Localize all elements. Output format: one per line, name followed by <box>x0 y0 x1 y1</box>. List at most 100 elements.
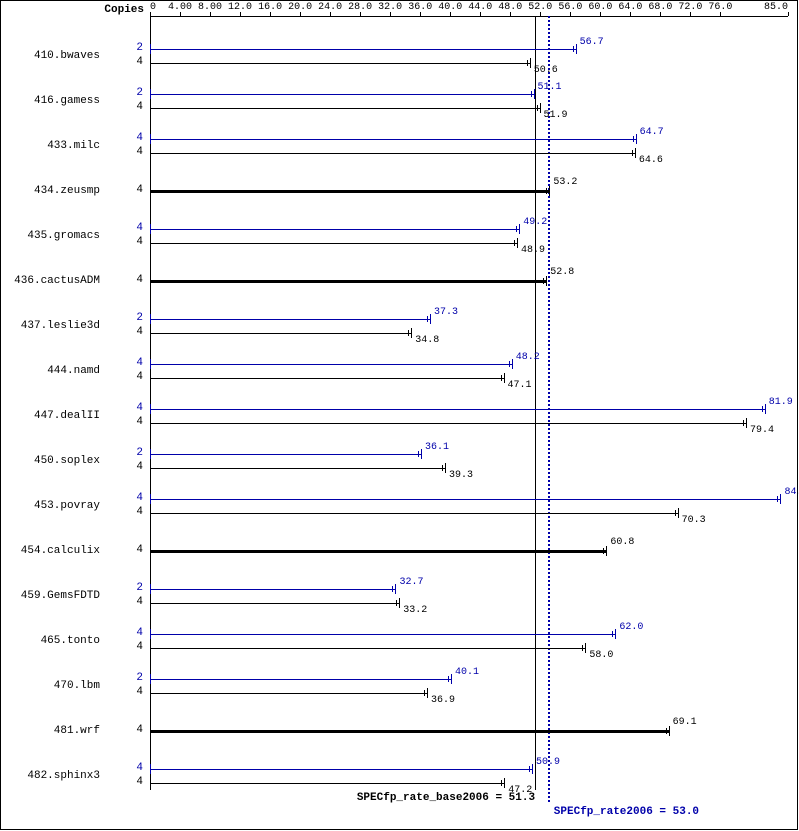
bar-base-end-tick <box>442 465 443 471</box>
bar-base-end-tick <box>514 240 515 246</box>
x-tick-label: 8.00 <box>194 2 226 13</box>
value-label-peak: 32.7 <box>399 577 423 588</box>
value-label-peak: 64.7 <box>640 127 664 138</box>
copies-value-base: 4 <box>105 506 143 518</box>
bar-base-start-cap <box>150 373 151 383</box>
copies-value-peak: 2 <box>105 87 143 99</box>
bar-peak-end-cap <box>615 629 616 639</box>
value-label-peak: 36.1 <box>425 442 449 453</box>
value-label-base: 70.3 <box>682 515 706 526</box>
value-label-peak: 56.7 <box>580 37 604 48</box>
bar-base <box>150 468 445 469</box>
x-tick-label: 85.0 <box>756 2 788 13</box>
bar-peak-end-tick <box>516 226 517 232</box>
benchmark-label: 433.milc <box>0 140 100 152</box>
bar-peak-end-cap <box>421 449 422 459</box>
x-tick-label: 4.00 <box>164 2 196 13</box>
x-axis-line <box>150 16 788 17</box>
value-label-base: 48.9 <box>521 245 545 256</box>
copies-value-base: 4 <box>105 596 143 608</box>
bar-peak <box>150 409 765 410</box>
x-tick <box>788 12 789 16</box>
bar-base <box>150 648 585 649</box>
bar-peak-start-cap <box>150 314 151 324</box>
bar-single-end-tick <box>666 728 667 734</box>
copies-value-base: 4 <box>105 371 143 383</box>
ref-label-base: SPECfp_rate_base2006 = 51.3 <box>357 792 535 804</box>
benchmark-label: 447.dealII <box>0 410 100 422</box>
value-label-peak: 37.3 <box>434 307 458 318</box>
bar-base-start-cap <box>150 643 151 653</box>
bar-base <box>150 783 504 784</box>
copies-value-peak: 2 <box>105 672 143 684</box>
bar-peak <box>150 589 395 590</box>
copies-value-peak: 4 <box>105 402 143 414</box>
copies-value-base: 4 <box>105 641 143 653</box>
bar-peak-end-tick <box>777 496 778 502</box>
bar-base-start-cap <box>150 58 151 68</box>
benchmark-label: 482.sphinx3 <box>0 770 100 782</box>
bar-peak-end-tick <box>392 586 393 592</box>
x-tick-label: 60.0 <box>584 2 616 13</box>
copies-value-peak: 2 <box>105 582 143 594</box>
copies-value-base: 4 <box>105 326 143 338</box>
bar-single-end-cap <box>606 546 607 556</box>
bar-peak-end-tick <box>418 451 419 457</box>
bar-peak-end-cap <box>451 674 452 684</box>
bar-base-end-cap <box>504 373 505 383</box>
bar-base-end-tick <box>501 375 502 381</box>
bar-base-end-tick <box>675 510 676 516</box>
bar-base-end-cap <box>399 598 400 608</box>
bar-peak-end-tick <box>529 766 530 772</box>
spec-rate-chart: Copies04.008.0012.016.020.024.028.032.03… <box>0 0 799 831</box>
benchmark-label: 436.cactusADM <box>0 275 100 287</box>
x-tick-label: 52.0 <box>524 2 556 13</box>
x-tick-label: 20.0 <box>284 2 316 13</box>
bar-base <box>150 513 678 514</box>
bar-peak-start-cap <box>150 494 151 504</box>
copies-value: 4 <box>105 724 143 736</box>
bar-single-end-tick <box>546 188 547 194</box>
bar-peak-end-tick <box>509 361 510 367</box>
bar-single-start-cap <box>150 276 151 286</box>
bar-base <box>150 423 746 424</box>
bar-base-start-cap <box>150 688 151 698</box>
bar-base-start-cap <box>150 148 151 158</box>
x-tick-label: 44.0 <box>464 2 496 13</box>
bar-peak-start-cap <box>150 89 151 99</box>
value-label-peak: 48.2 <box>516 352 540 363</box>
benchmark-label: 454.calculix <box>0 545 100 557</box>
value-label-base: 39.3 <box>449 470 473 481</box>
value-label-base: 64.6 <box>639 155 663 166</box>
bar-peak-start-cap <box>150 584 151 594</box>
bar-base-start-cap <box>150 508 151 518</box>
x-tick-label: 16.0 <box>254 2 286 13</box>
bar-single <box>150 550 606 553</box>
bar-peak <box>150 364 512 365</box>
value-label-peak: 62.0 <box>619 622 643 633</box>
benchmark-label: 410.bwaves <box>0 50 100 62</box>
benchmark-label: 470.lbm <box>0 680 100 692</box>
bar-peak-end-cap <box>765 404 766 414</box>
bar-peak-start-cap <box>150 359 151 369</box>
bar-base-start-cap <box>150 463 151 473</box>
bar-peak-end-cap <box>395 584 396 594</box>
bar-single <box>150 190 549 193</box>
benchmark-label: 450.soplex <box>0 455 100 467</box>
bar-base-end-tick <box>582 645 583 651</box>
value-label-base: 47.1 <box>508 380 532 391</box>
bar-single-start-cap <box>150 546 151 556</box>
bar-single-end-cap <box>669 726 670 736</box>
copies-value: 4 <box>105 184 143 196</box>
copies-value-base: 4 <box>105 686 143 698</box>
copies-value-peak: 4 <box>105 222 143 234</box>
bar-single-end-cap <box>549 186 550 196</box>
value-label-base: 51.9 <box>544 110 568 121</box>
bar-base <box>150 153 635 154</box>
x-tick-label: 68.0 <box>644 2 676 13</box>
bar-base-end-tick <box>537 105 538 111</box>
bar-base <box>150 108 540 109</box>
value-label-peak: 51.1 <box>538 82 562 93</box>
bar-single-end-tick <box>603 548 604 554</box>
value-label-base: 79.4 <box>750 425 774 436</box>
